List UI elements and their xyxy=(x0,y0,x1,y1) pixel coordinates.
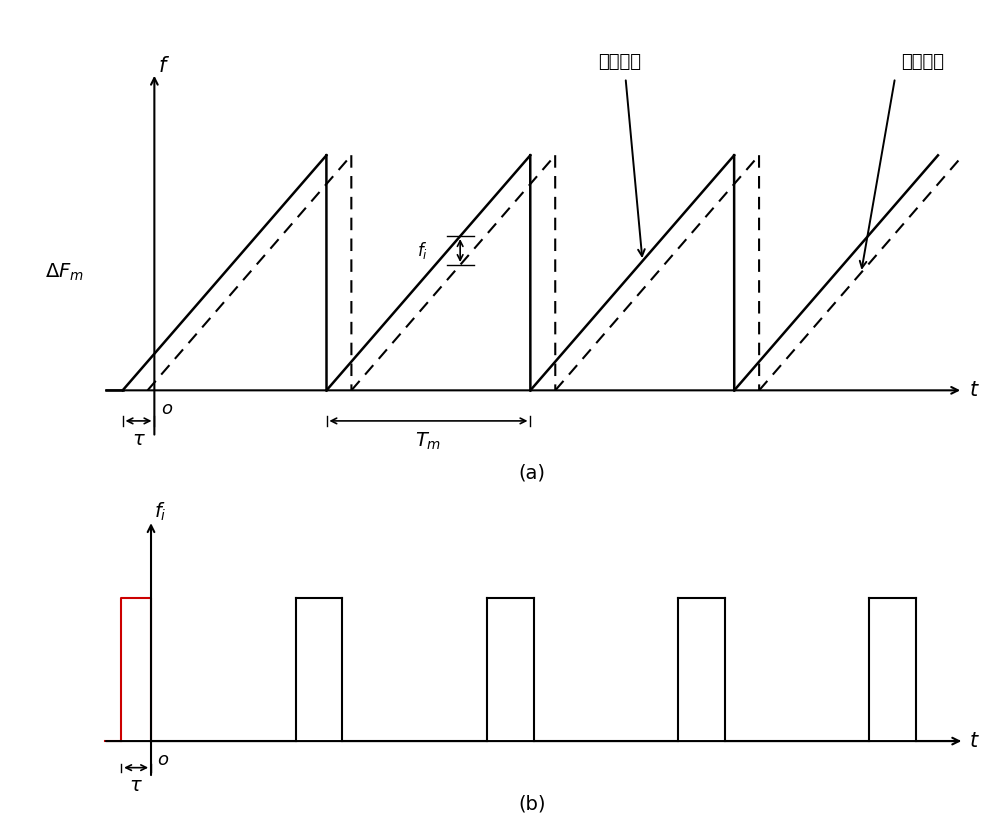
Text: $f$: $f$ xyxy=(158,56,170,76)
Text: $f_i$: $f_i$ xyxy=(154,501,167,523)
Text: $\Delta F_m$: $\Delta F_m$ xyxy=(45,262,84,283)
Text: $f_i$: $f_i$ xyxy=(417,240,428,261)
Text: 发射信号: 发射信号 xyxy=(598,53,641,71)
Text: (b): (b) xyxy=(518,794,546,813)
Text: $o$: $o$ xyxy=(161,400,173,418)
Text: 回波信号: 回波信号 xyxy=(901,53,944,71)
Text: $t$: $t$ xyxy=(969,731,980,751)
Text: $\tau$: $\tau$ xyxy=(132,430,145,449)
Text: $T_m$: $T_m$ xyxy=(415,430,442,452)
Text: (a): (a) xyxy=(518,463,545,482)
Text: $o$: $o$ xyxy=(157,751,170,770)
Text: $t$: $t$ xyxy=(969,380,980,400)
Text: $\tau$: $\tau$ xyxy=(129,776,143,795)
